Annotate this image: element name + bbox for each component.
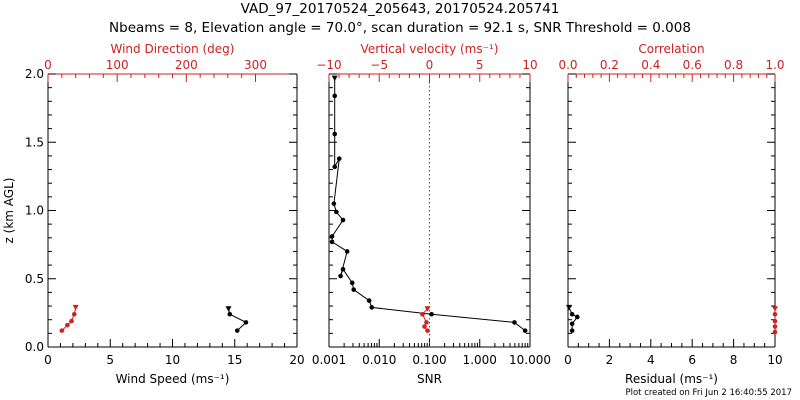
red-data-point — [71, 311, 77, 317]
black-data-point — [331, 201, 337, 206]
black-data-point — [225, 306, 232, 312]
chart-subtitle: Nbeams = 8, Elevation angle = 70.0°, sca… — [109, 20, 691, 36]
x-top-tick-label: −5 — [370, 58, 388, 72]
x-tick-label: 8 — [730, 353, 738, 367]
panel-middle: 0.001 0.010 0.100 1.000 10.000 SNR −10 −5 0 5 10 Ve… — [312, 42, 551, 386]
x-tick-label: 0.001 — [312, 353, 346, 367]
black-data-point — [569, 321, 575, 327]
x-top-tick-label: 0 — [44, 58, 52, 72]
black-data-point — [332, 131, 338, 137]
x-tick-label: 0.010 — [362, 353, 396, 367]
black-data-point — [366, 298, 372, 303]
black-data-point — [566, 304, 573, 311]
x-tick-label: 1.000 — [463, 353, 497, 367]
red-data-point — [65, 322, 70, 328]
x-axis-label-top: Wind Direction (deg) — [111, 42, 235, 56]
black-data-point — [332, 164, 338, 170]
red-data-point — [424, 320, 429, 325]
black-series-line — [331, 78, 526, 331]
red-data-point — [59, 328, 65, 333]
x-tick-label: 0 — [564, 353, 572, 367]
black-data-point — [234, 328, 240, 333]
black-data-point — [575, 314, 580, 320]
x-tick-label: 2 — [606, 353, 614, 367]
x-top-tick-label: 0.8 — [724, 58, 743, 72]
x-top-tick-label: 5 — [476, 58, 484, 72]
x-tick-label: 6 — [688, 353, 696, 367]
x-top-tick-label: 0 — [426, 58, 434, 72]
x-axis-label-top: Correlation — [638, 42, 704, 56]
x-tick-label: 5 — [106, 353, 114, 367]
x-tick-label: 10 — [767, 353, 782, 367]
red-series-line — [61, 307, 77, 331]
black-series-line — [228, 308, 247, 331]
x-tick-label: 10 — [165, 353, 180, 367]
y-tick-label: 0.0 — [25, 340, 44, 354]
red-data-point — [420, 311, 425, 317]
black-data-point — [344, 249, 350, 254]
black-data-point — [569, 311, 575, 317]
black-data-point — [332, 93, 338, 99]
x-top-tick-label: 0.0 — [558, 58, 577, 72]
black-data-point — [429, 311, 434, 317]
x-tick-label: 0.100 — [412, 353, 446, 367]
black-data-point — [329, 239, 335, 245]
black-data-point — [522, 328, 528, 333]
y-tick-label: 1.5 — [25, 135, 44, 149]
y-tick-label: 1.0 — [25, 204, 44, 218]
x-axis-label-top: Vertical velocity (ms⁻¹) — [361, 42, 499, 56]
y-axis-label: z (km AGL) — [2, 178, 16, 244]
panel-right: 0 2 4 6 8 10 Residual (ms⁻¹) 0.0 0.2 0.4 0.6 0.8 1.0… — [558, 42, 784, 386]
black-data-point — [340, 217, 346, 223]
x-tick-label: 4 — [647, 353, 655, 367]
x-axis-label-bottom: Wind Speed (ms⁻¹) — [116, 372, 230, 386]
x-top-tick-label: 200 — [175, 58, 198, 72]
red-data-point — [424, 306, 431, 312]
black-data-point — [351, 287, 356, 292]
x-tick-label: 15 — [227, 353, 242, 367]
black-data-point — [331, 75, 338, 82]
red-data-point — [772, 306, 778, 312]
x-top-tick-label: 0.6 — [683, 58, 702, 72]
black-data-point — [369, 305, 375, 310]
red-data-point — [772, 329, 778, 335]
black-data-point — [338, 273, 343, 279]
x-axis-label-bottom: SNR — [417, 372, 442, 386]
x-top-tick-label: 100 — [106, 58, 129, 72]
x-tick-label: 10.000 — [509, 353, 551, 367]
x-axis-label-bottom: Residual (ms⁻¹) — [625, 372, 718, 386]
x-top-tick-label: 300 — [244, 58, 267, 72]
x-top-tick-label: −10 — [316, 58, 341, 72]
x-top-tick-label: 1.0 — [765, 58, 784, 72]
red-data-point — [772, 311, 778, 317]
y-tick-label: 2.0 — [25, 67, 44, 81]
red-data-point — [772, 318, 778, 324]
red-data-point — [69, 318, 74, 324]
black-data-point — [569, 328, 575, 333]
black-data-point — [329, 234, 335, 239]
x-tick-label: 20 — [289, 353, 304, 367]
black-data-point — [336, 156, 342, 161]
black-data-point — [243, 320, 249, 325]
red-data-point — [72, 304, 79, 311]
x-top-tick-label: 0.4 — [641, 58, 660, 72]
x-top-tick-label: 0.2 — [600, 58, 619, 72]
black-series-line — [568, 307, 579, 331]
x-top-tick-label: 10 — [522, 58, 537, 72]
panel-left: 0.0 0.5 1.0 1.5 2.0 z (km AGL) 0 5 10 15 20 Wind Sp… — [2, 42, 305, 386]
black-data-point — [334, 209, 339, 215]
black-data-point — [227, 311, 233, 317]
black-data-point — [512, 320, 517, 325]
chart-title: VAD_97_20170524_205643, 20170524.205741 — [240, 1, 560, 17]
red-data-point — [772, 324, 778, 329]
black-data-point — [340, 266, 346, 272]
red-data-point — [422, 324, 427, 329]
black-data-point — [349, 280, 355, 286]
y-tick-label: 0.5 — [25, 272, 44, 286]
x-tick-label: 0 — [44, 353, 52, 367]
plot-created-footer: Plot created on Fri Jun 2 16:40:55 2017 — [625, 388, 792, 398]
red-data-point — [425, 328, 430, 333]
